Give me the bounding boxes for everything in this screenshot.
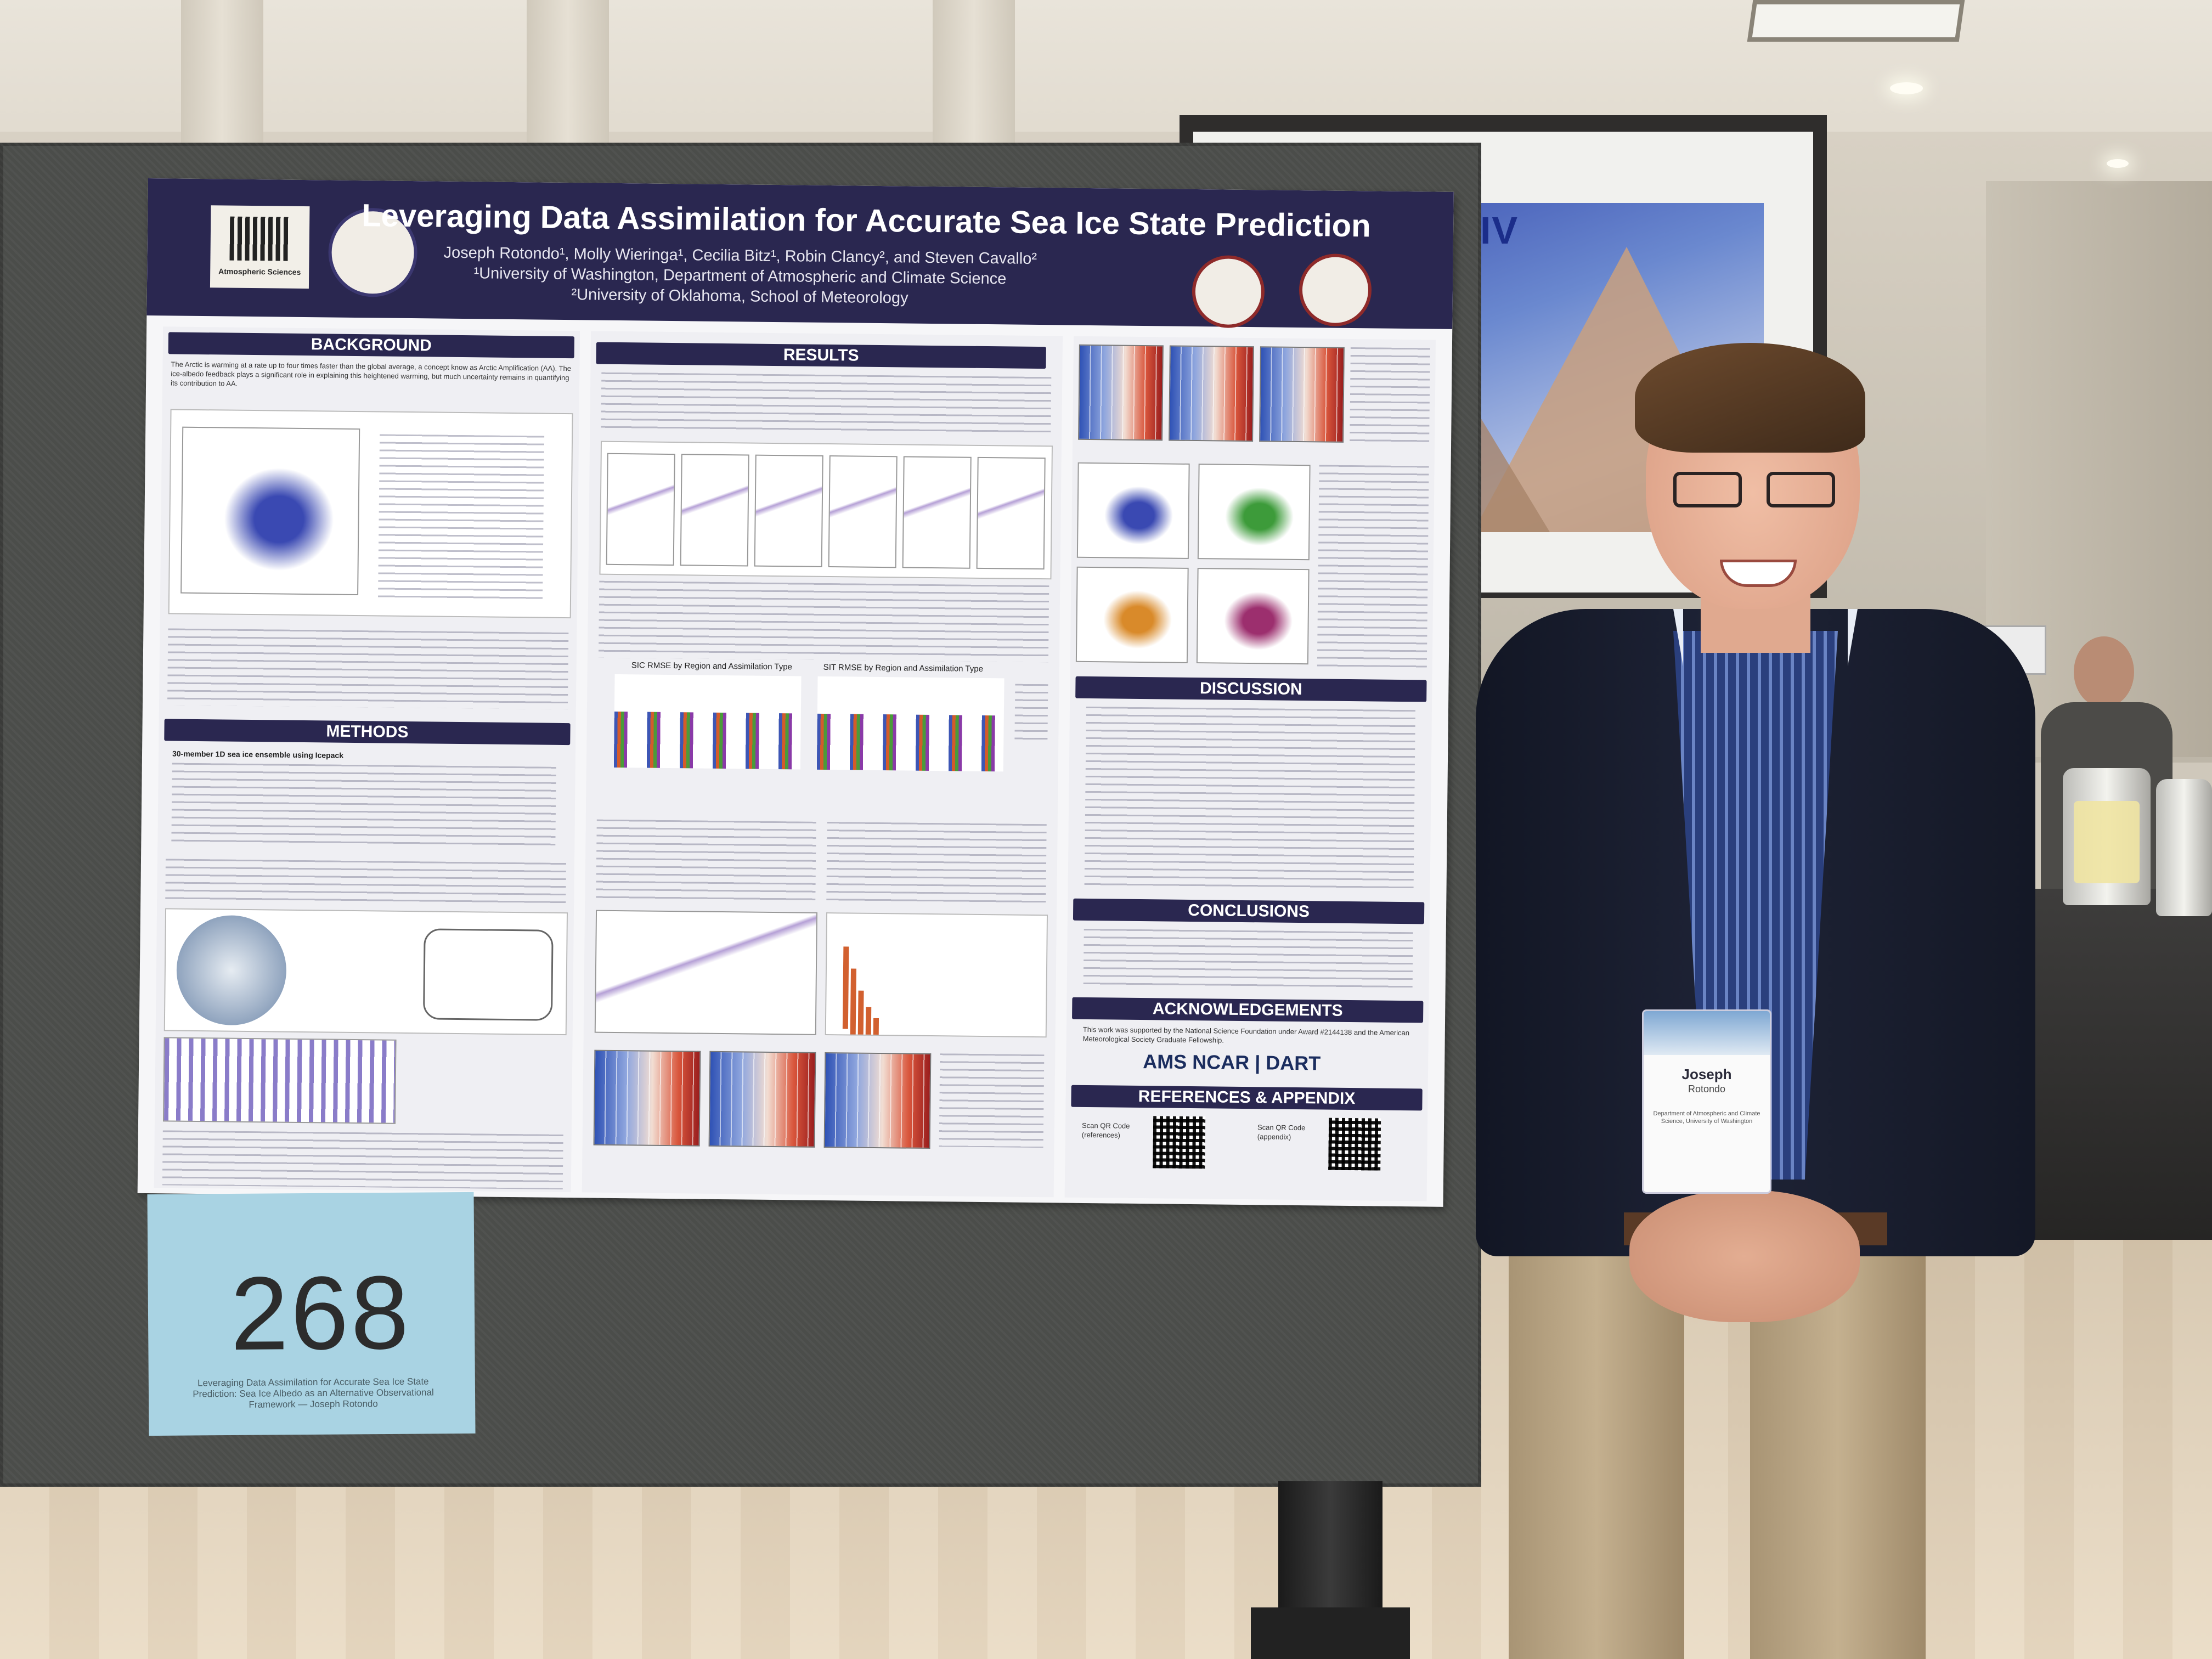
timeseries-panel bbox=[828, 455, 898, 568]
figure-8-heatmap bbox=[823, 1052, 932, 1149]
arctic-map-image bbox=[176, 915, 287, 1026]
figure-sensitivity-curves bbox=[594, 910, 818, 1035]
scatter-panel-barents bbox=[1076, 462, 1190, 559]
scatter-panel-coastal-canada bbox=[1075, 566, 1189, 663]
sit-rmse-bar-chart bbox=[816, 676, 1005, 772]
sponsor-logos: AMS NCAR | DART bbox=[1143, 1050, 1321, 1075]
ou-seal-icon bbox=[1299, 253, 1372, 327]
figure-9-heatmap bbox=[1169, 345, 1254, 442]
qr-code-references-icon[interactable] bbox=[1153, 1116, 1206, 1169]
figure-9-heatmap bbox=[1078, 344, 1164, 441]
histogram-bars bbox=[842, 946, 849, 1029]
badge-department: Department of Atmospheric and Climate Sc… bbox=[1653, 1110, 1760, 1125]
name-badge: Joseph Rotondo Department of Atmospheric… bbox=[1642, 1009, 1771, 1194]
badge-mountain-banner bbox=[1644, 1011, 1770, 1055]
timeseries-panel bbox=[976, 456, 1046, 570]
ceiling-light-panel bbox=[1747, 0, 1965, 42]
figure-domain-map bbox=[163, 908, 568, 1036]
timeseries-panel bbox=[680, 454, 749, 567]
ceiling-downlight bbox=[1890, 82, 1923, 94]
figure-4-caption bbox=[601, 372, 1052, 438]
poster-number: 268 bbox=[230, 1254, 411, 1373]
scatter-panel-siberian-chukchi bbox=[1196, 568, 1310, 665]
dart-description bbox=[162, 1130, 563, 1190]
badge-last-name: Rotondo bbox=[1688, 1084, 1726, 1094]
presenter-left-leg bbox=[1509, 1234, 1684, 1659]
school-logo-icon bbox=[1192, 255, 1265, 329]
da-cycle-diagram bbox=[422, 928, 554, 1021]
dept-logo-caption: Atmospheric Sciences bbox=[218, 267, 301, 276]
sit-rmse-title: SIT RMSE by Region and Assimilation Type bbox=[823, 662, 984, 674]
section-results: RESULTS bbox=[596, 342, 1046, 369]
section-methods: METHODS bbox=[164, 719, 571, 746]
figure-5-caption bbox=[598, 580, 1049, 663]
ceiling-rib bbox=[933, 0, 1015, 165]
presenter bbox=[1443, 343, 2090, 1659]
dept-logo: Atmospheric Sciences bbox=[210, 205, 310, 289]
ceiling-rib bbox=[181, 0, 263, 165]
section-references: REFERENCES & APPENDIX bbox=[1071, 1085, 1423, 1111]
figure-10-caption bbox=[1317, 465, 1429, 669]
acknowledgements-text: This work was supported by the National … bbox=[1082, 1025, 1410, 1045]
board-stand-base bbox=[1251, 1607, 1410, 1659]
qr-code-appendix-icon[interactable] bbox=[1328, 1118, 1381, 1171]
sic-rmse-bar-chart bbox=[613, 674, 802, 770]
poster-number-placard: 268 Leveraging Data Assimilation for Acc… bbox=[147, 1192, 476, 1436]
poster-authors: Joseph Rotondo¹, Molly Wieringa¹, Cecili… bbox=[443, 243, 1037, 310]
figure-8-heatmap bbox=[708, 1051, 816, 1148]
figure-9-caption bbox=[1350, 347, 1430, 447]
urn-liquid bbox=[2074, 801, 2140, 883]
methods-heading: 30-member 1D sea ice ensemble using Icep… bbox=[172, 749, 344, 760]
timeseries-panel bbox=[754, 454, 823, 567]
figure-9-heatmap bbox=[1259, 346, 1345, 443]
figure-histogram bbox=[825, 912, 1048, 1038]
section-acknowledgements: ACKNOWLEDGEMENTS bbox=[1072, 997, 1424, 1023]
glasses-icon bbox=[1673, 472, 1838, 510]
figure-8-caption bbox=[939, 1053, 1045, 1148]
discussion-bullets bbox=[1084, 706, 1415, 891]
figure-rmse-timeseries bbox=[599, 441, 1053, 580]
scatter-panel-central-arctic bbox=[1197, 464, 1311, 561]
figure-7-caption bbox=[826, 822, 1047, 907]
qr-label-references: Scan QR Code (references) bbox=[1081, 1121, 1130, 1139]
beverage-urn bbox=[2063, 768, 2151, 905]
feedback-scatter-plot bbox=[180, 426, 360, 596]
methods-caption bbox=[165, 859, 566, 907]
qr-label-appendix: Scan QR Code (appendix) bbox=[1257, 1123, 1306, 1141]
background-intro: The Arctic is warming at a rate up to fo… bbox=[171, 360, 572, 388]
presenter-hair bbox=[1635, 343, 1865, 453]
timeseries-panel bbox=[902, 456, 972, 569]
badge-first-name: Joseph bbox=[1681, 1066, 1732, 1082]
beverage-urn bbox=[2156, 779, 2212, 916]
figure-6-caption bbox=[596, 819, 816, 904]
section-background: BACKGROUND bbox=[168, 332, 575, 359]
section-conclusions: CONCLUSIONS bbox=[1073, 898, 1425, 924]
ceiling-rib bbox=[527, 0, 609, 165]
methods-bullets bbox=[171, 763, 556, 849]
figure-free-run-ensemble bbox=[162, 1037, 397, 1124]
timeseries-panel bbox=[606, 453, 675, 566]
glasses-lens bbox=[1767, 472, 1835, 507]
figure-8-heatmap bbox=[593, 1049, 701, 1147]
rmse-legend bbox=[1014, 684, 1048, 745]
dept-logo-mark-icon bbox=[229, 216, 291, 261]
ceiling-downlight bbox=[2107, 159, 2129, 168]
feedback-legend bbox=[377, 434, 545, 601]
figure-feedback-chart bbox=[168, 409, 573, 619]
section-discussion: DISCUSSION bbox=[1075, 676, 1427, 702]
presenter-clasped-hands bbox=[1629, 1190, 1860, 1322]
background-person-head bbox=[2074, 636, 2134, 708]
research-poster: Atmospheric Sciences Leveraging Data Ass… bbox=[137, 178, 1454, 1207]
sic-rmse-title: SIC RMSE by Region and Assimilation Type bbox=[631, 661, 793, 672]
sial-bullets bbox=[167, 628, 569, 710]
glasses-lens bbox=[1673, 472, 1742, 507]
conclusions-text bbox=[1083, 928, 1413, 993]
placard-subtitle: Leveraging Data Assimilation for Accurat… bbox=[193, 1376, 434, 1410]
